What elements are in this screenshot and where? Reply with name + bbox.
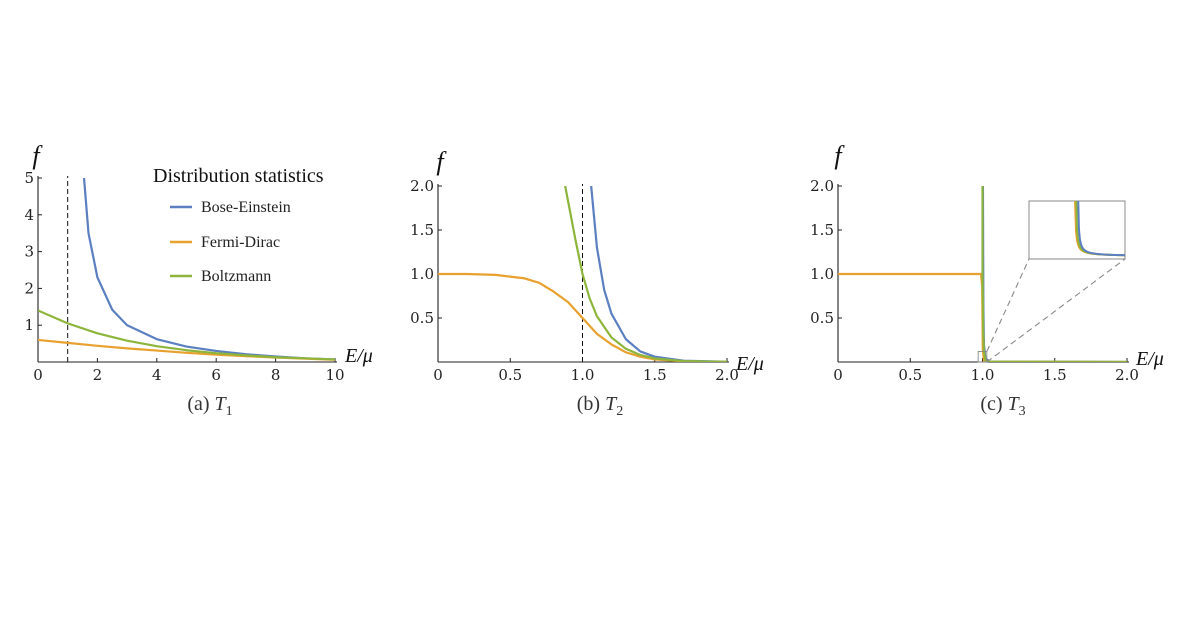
x-axis-label: E/μ [1135,348,1164,370]
y-axis-label: f [436,147,447,176]
x-tick-label: 1.5 [1043,366,1067,384]
y-tick-label: 2.0 [410,177,434,195]
caption-subscript: 2 [616,404,623,419]
y-tick-label: 1 [24,316,34,334]
caption-subscript: 1 [226,404,233,419]
series-line-boltzmann [38,309,336,361]
x-tick-label: 1.0 [571,366,595,384]
x-tick-label: 0 [33,366,43,384]
zoom-region-box [977,350,988,363]
inset-series-group [1074,201,1125,257]
caption-subscript: 3 [1019,404,1026,419]
x-tick-label: 8 [271,366,281,384]
y-tick-label: 0.5 [410,309,434,327]
y-tick-label: 3 [24,243,34,261]
inset-connector-right [986,258,1126,363]
x-tick-label: 2 [93,366,103,384]
caption-prefix: (a) [187,393,214,415]
y-tick-label: 2 [24,279,34,297]
legend-item-fermi-dirac: Fermi-Dirac [201,234,280,251]
y-tick-label: 2.0 [810,177,834,195]
caption-prefix: (b) [577,393,605,415]
y-axis-label: f [32,141,43,170]
x-tick-label: 2.0 [715,366,739,384]
panel-c: 0 0.5 1.0 1.5 2.00.51.01.52.0fE/μ(c) T3 [810,141,1164,419]
x-tick-label: 1.0 [971,366,995,384]
y-tick-label: 1.0 [410,265,434,283]
series-line-fermi-dirac [438,272,728,362]
caption-symbol: T [605,393,618,415]
y-tick-label: 4 [24,206,34,224]
series-group [438,185,728,362]
legend-title: Distribution statistics [153,165,324,187]
x-tick-label: 0 [433,366,443,384]
x-axis-label: E/μ [344,345,373,367]
series-group [38,177,336,361]
legend-item-bose-einstein: Bose-Einstein [201,199,291,216]
x-tick-label: 0 [833,366,843,384]
legend-item-boltzmann: Boltzmann [201,268,271,285]
panel-b: 0 0.5 1.0 1.5 2.00.51.01.52.0fE/μ(b) T2 [410,147,764,419]
x-axis-label: E/μ [735,353,764,375]
panel-caption: (b) T2 [577,393,623,419]
y-axis-label: f [834,141,845,170]
y-tick-label: 1.5 [410,221,434,239]
y-tick-label: 0.5 [810,309,834,327]
panel-caption: (c) T3 [980,393,1025,419]
caption-symbol: T [215,393,228,415]
x-tick-label: 10 [325,366,344,384]
y-tick-label: 1.5 [810,221,834,239]
x-tick-label: 4 [152,366,162,384]
panel-caption: (a) T1 [187,393,232,419]
caption-prefix: (c) [980,393,1007,415]
series-line-boltzmann [564,185,728,362]
x-tick-label: 1.5 [643,366,667,384]
x-tick-label: 2.0 [1115,366,1139,384]
x-tick-label: 0.5 [498,366,522,384]
inset-line-bose-einstein [1077,201,1125,257]
x-tick-label: 0.5 [898,366,922,384]
x-tick-label: 6 [211,366,221,384]
y-tick-label: 1.0 [810,265,834,283]
caption-symbol: T [1008,393,1021,415]
legend: Distribution statistics Bose-Einstein Fe… [153,165,324,285]
series-line-bose-einstein [590,185,728,362]
inset-connector-left [986,258,1030,352]
y-tick-label: 5 [24,169,34,187]
